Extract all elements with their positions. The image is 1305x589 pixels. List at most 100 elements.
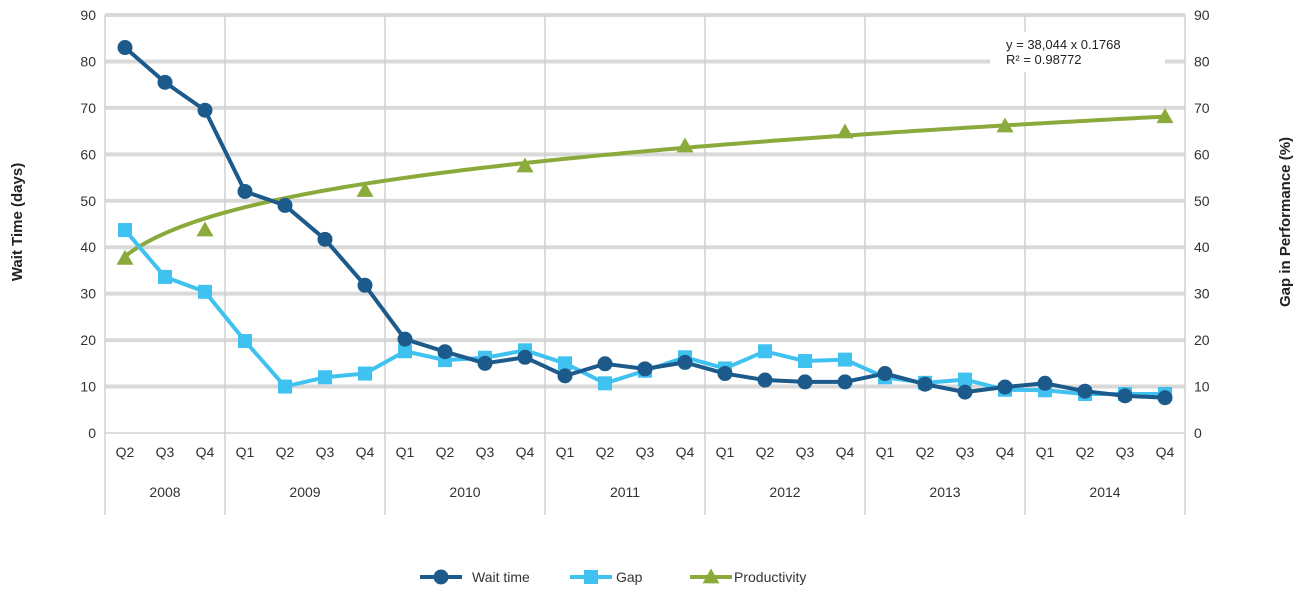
gap-point bbox=[158, 269, 172, 284]
quarter-label: Q2 bbox=[596, 444, 615, 460]
productivity-point bbox=[116, 249, 134, 265]
r-squared-line: R² = 0.98772 bbox=[1006, 52, 1082, 67]
right-tick-label: 80 bbox=[1194, 53, 1210, 69]
wait-time-point bbox=[117, 40, 133, 56]
right-tick-label: 40 bbox=[1194, 239, 1210, 255]
year-label: 2013 bbox=[929, 484, 960, 500]
wait-time-point bbox=[317, 231, 333, 247]
quarter-label: Q4 bbox=[196, 444, 215, 460]
quarter-label: Q2 bbox=[1076, 444, 1095, 460]
wait-time-point bbox=[717, 366, 733, 382]
legend-label: Gap bbox=[616, 569, 643, 585]
quarter-label: Q4 bbox=[996, 444, 1015, 460]
right-tick-label: 0 bbox=[1194, 425, 1202, 441]
quarter-label: Q1 bbox=[556, 444, 575, 460]
wait-time-point bbox=[557, 368, 573, 384]
left-tick-label: 0 bbox=[88, 425, 96, 441]
wait-time-point bbox=[757, 372, 773, 388]
legend-item-wait-time: Wait time bbox=[420, 569, 530, 585]
gap-point bbox=[358, 366, 372, 381]
left-axis-ticks: 0 10 20 30 40 50 60 70 80 90 bbox=[80, 7, 96, 441]
quarter-label: Q4 bbox=[1156, 444, 1175, 460]
legend-item-productivity: Productivity bbox=[690, 568, 806, 585]
gap-point bbox=[758, 344, 772, 359]
gap-point bbox=[278, 379, 292, 394]
wait-time-point bbox=[837, 374, 853, 390]
quarter-label: Q4 bbox=[356, 444, 375, 460]
gap-point bbox=[598, 376, 612, 391]
gap-point bbox=[118, 223, 132, 238]
quarter-label: Q3 bbox=[1116, 444, 1135, 460]
gap-point bbox=[198, 284, 212, 299]
left-tick-label: 50 bbox=[80, 193, 96, 209]
series-productivity bbox=[116, 108, 1174, 265]
quarter-label: Q2 bbox=[276, 444, 295, 460]
wait-time-point bbox=[237, 183, 253, 199]
quarter-label: Q1 bbox=[876, 444, 895, 460]
productivity-point bbox=[516, 157, 534, 173]
right-tick-label: 10 bbox=[1194, 379, 1210, 395]
gap-point bbox=[398, 344, 412, 359]
gap-point bbox=[838, 352, 852, 367]
equation-line: y = 38,044 x 0.1768 bbox=[1006, 37, 1121, 52]
quarter-label: Q3 bbox=[476, 444, 495, 460]
year-label: 2012 bbox=[769, 484, 800, 500]
gap-point bbox=[798, 354, 812, 369]
productivity-point bbox=[676, 137, 694, 153]
productivity-point bbox=[836, 123, 854, 139]
left-tick-label: 90 bbox=[80, 7, 96, 23]
quarter-label: Q4 bbox=[676, 444, 695, 460]
wait-time-point bbox=[917, 376, 933, 392]
left-axis-title: Wait Time (days) bbox=[9, 163, 26, 281]
left-tick-label: 40 bbox=[80, 239, 96, 255]
left-tick-label: 10 bbox=[80, 379, 96, 395]
wait-time-point bbox=[877, 366, 893, 382]
wait-time-point bbox=[397, 331, 413, 347]
quarter-label: Q2 bbox=[756, 444, 775, 460]
legend-item-gap: Gap bbox=[570, 569, 643, 585]
productivity-point bbox=[356, 182, 374, 197]
legend-label: Productivity bbox=[734, 569, 806, 585]
left-tick-label: 30 bbox=[80, 286, 96, 302]
right-axis-ticks: 0 10 20 30 40 50 60 70 80 90 bbox=[1194, 7, 1210, 441]
quarter-label: Q3 bbox=[796, 444, 815, 460]
wait-time-point bbox=[797, 374, 813, 390]
quarter-label: Q1 bbox=[1036, 444, 1055, 460]
year-label: 2010 bbox=[449, 484, 480, 500]
gap-point bbox=[318, 370, 332, 385]
quarter-label: Q2 bbox=[116, 444, 135, 460]
wait-time-point bbox=[517, 349, 533, 365]
right-tick-label: 70 bbox=[1194, 100, 1210, 116]
wait-time-point bbox=[1117, 388, 1133, 404]
year-dividers bbox=[104, 15, 1186, 515]
wait-time-point bbox=[197, 102, 213, 118]
wait-time-point bbox=[277, 197, 293, 213]
quarter-label: Q1 bbox=[236, 444, 255, 460]
productivity-point bbox=[196, 221, 214, 237]
quarter-label: Q3 bbox=[956, 444, 975, 460]
year-label: 2009 bbox=[289, 484, 320, 500]
quarter-label: Q3 bbox=[316, 444, 335, 460]
left-tick-label: 80 bbox=[80, 53, 96, 69]
wait-time-point bbox=[997, 379, 1013, 395]
legend-marker bbox=[433, 569, 449, 585]
series-wait-time bbox=[117, 40, 1173, 406]
quarter-labels: Q2 Q3 Q4 Q1 Q2 Q3 Q4 Q1 Q2 Q3 Q4 Q1 Q2 Q3 Q4 Q1 Q2 Q3 Q4 Q1… bbox=[116, 444, 1175, 460]
wait-time-point bbox=[637, 361, 653, 377]
quarter-label: Q2 bbox=[916, 444, 935, 460]
year-labels: 2008 2009 2010 2011 2012 2013 2014 bbox=[149, 484, 1120, 500]
productivity-trendline bbox=[123, 114, 1166, 258]
wait-time-point bbox=[1077, 383, 1093, 399]
right-tick-label: 20 bbox=[1194, 332, 1210, 348]
quarter-label: Q3 bbox=[156, 444, 175, 460]
gap-point bbox=[238, 334, 252, 349]
left-tick-label: 20 bbox=[80, 332, 96, 348]
gap-point bbox=[558, 356, 572, 371]
right-tick-label: 30 bbox=[1194, 286, 1210, 302]
productivity-point bbox=[1156, 108, 1174, 124]
right-tick-label: 90 bbox=[1194, 7, 1210, 23]
legend-marker bbox=[702, 568, 720, 584]
legend-marker bbox=[584, 570, 598, 584]
year-label: 2014 bbox=[1089, 484, 1120, 500]
year-label: 2011 bbox=[610, 484, 640, 500]
